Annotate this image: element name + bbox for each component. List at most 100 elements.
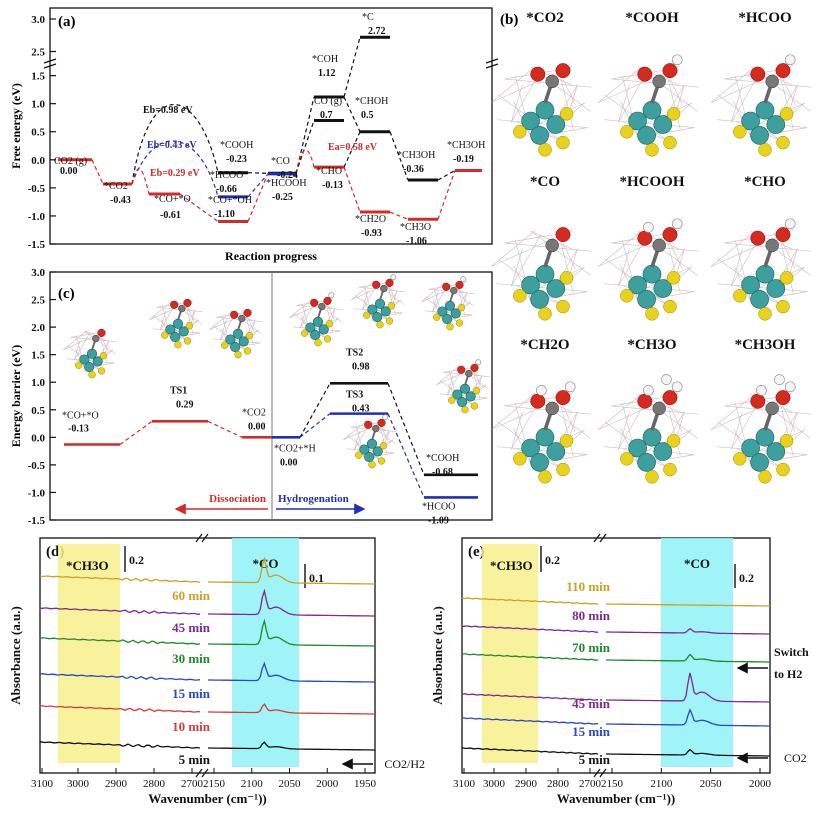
panel-b-label: (b) xyxy=(500,12,518,28)
trace-45-min xyxy=(606,672,770,703)
bond-line xyxy=(618,411,630,450)
sulfur-atom xyxy=(457,304,466,312)
sulfur-atom xyxy=(538,470,552,484)
bond-line xyxy=(717,446,808,455)
ir-frame xyxy=(39,537,376,774)
sulfur-atom xyxy=(758,307,772,321)
bond-line xyxy=(710,230,756,267)
sulfur-atom xyxy=(433,313,441,321)
carbon-atom xyxy=(545,401,559,416)
sulfur-atom xyxy=(161,331,169,339)
bond-line xyxy=(245,312,254,344)
level-value-cooh: -0.23 xyxy=(226,154,247,165)
hydrogen-atom xyxy=(382,414,389,421)
oxygen-atom xyxy=(555,227,571,243)
metal-atom xyxy=(546,442,566,461)
metal-atom xyxy=(530,290,549,309)
metal-cluster xyxy=(513,427,574,484)
sulfur-atom xyxy=(323,335,332,343)
trace-45-min xyxy=(461,693,599,701)
level-label-choh: *CHOH xyxy=(355,96,388,107)
bond-line xyxy=(299,308,307,329)
tick-label: 0.5 xyxy=(31,405,45,417)
structure-cell-ch2o: *CH2O xyxy=(490,337,592,484)
oxygen-atom xyxy=(470,363,479,372)
connector-coh-choh xyxy=(343,96,361,132)
tick-label: 1.0 xyxy=(31,377,45,389)
connector-co2-cooh xyxy=(131,103,219,185)
sulfur-atom xyxy=(99,352,108,360)
bond-line xyxy=(558,70,574,130)
sulfur-atom xyxy=(620,125,634,139)
sulfur-atom xyxy=(758,470,772,484)
trace-label-5-min: 5 min xyxy=(179,752,211,767)
bond-line xyxy=(497,119,588,128)
metal-atom xyxy=(741,275,760,295)
level-value-cho: -0.13 xyxy=(322,180,343,191)
trace-15-min xyxy=(39,673,201,681)
connector-ch3o-ch3oh2 xyxy=(437,170,456,220)
tick-label: 0.0 xyxy=(31,432,45,444)
structure-cell-hcoo: *HCOO xyxy=(710,10,812,157)
bond-line xyxy=(490,66,536,103)
oxygen-atom xyxy=(97,328,106,337)
barrier-label-2: *CO2 xyxy=(242,407,266,418)
metal-atom xyxy=(637,290,656,309)
tick-label: 2100 xyxy=(650,778,673,790)
sulfur-atom xyxy=(75,361,83,369)
trace-label-10-min: 10 min xyxy=(172,719,211,734)
bond-line xyxy=(778,70,794,130)
level-label-ch3oh2: *CH3OH xyxy=(447,140,485,151)
metal-atom xyxy=(450,308,461,319)
snapshot-co xyxy=(63,328,117,379)
tick-label: 2900 xyxy=(515,778,538,790)
metal-atom xyxy=(452,389,463,400)
trace-label-80-min: 80 min xyxy=(572,608,611,623)
barrier-value-4: 0.98 xyxy=(352,361,370,372)
sulfur-atom xyxy=(448,396,456,404)
bond-line xyxy=(361,290,369,311)
hydrogen-atom xyxy=(661,374,672,385)
barrier-value-7: -1.09 xyxy=(428,515,449,526)
hydrogen-atom xyxy=(643,222,654,233)
metal-cluster xyxy=(433,300,466,331)
ir-frame xyxy=(461,537,771,774)
annotation-ea-058: Ea=0.58 eV xyxy=(328,142,378,153)
carbon-atom xyxy=(372,424,380,433)
bond-line xyxy=(597,393,643,430)
metal-atom xyxy=(750,453,769,472)
tick-label: -0.5 xyxy=(28,460,46,472)
tick-label: -1.5 xyxy=(28,239,46,251)
ir-panel-label: (e) xyxy=(468,544,485,560)
bond-line xyxy=(731,248,743,287)
axis-break xyxy=(195,768,209,778)
bond-line xyxy=(597,230,643,267)
adsorbate-cooh xyxy=(372,274,397,301)
bond-line xyxy=(353,430,361,451)
connector-co2g-co2 xyxy=(91,159,104,185)
axis-break xyxy=(195,533,209,543)
ir-traces: 110 min 80 min 70 min 45 min 15 min 5 min xyxy=(461,579,770,767)
panel-a-pathways xyxy=(91,37,456,223)
bond-line xyxy=(446,375,454,396)
trace-30-min xyxy=(39,637,201,645)
bond-line xyxy=(497,283,588,292)
bond-line xyxy=(185,302,194,334)
sulfur-atom xyxy=(779,271,794,285)
metal-atom xyxy=(741,438,760,458)
carbon-atom xyxy=(238,314,246,323)
sulfur-atom xyxy=(174,341,182,349)
sulfur-atom xyxy=(663,462,677,477)
snapshot-cooh xyxy=(421,276,475,331)
structure-label: *CO2 xyxy=(526,10,564,26)
oxygen-atom xyxy=(310,298,319,307)
barrier-label-7: *HCOO xyxy=(422,501,455,512)
scale-bar-label: 0.2 xyxy=(129,553,144,567)
trace-label-45-min: 45 min xyxy=(572,696,611,711)
level-value-coh: 1.12 xyxy=(318,68,336,79)
tick-label: 1.5 xyxy=(31,350,45,362)
bond-line xyxy=(511,411,523,450)
ch3o-band xyxy=(482,544,538,763)
